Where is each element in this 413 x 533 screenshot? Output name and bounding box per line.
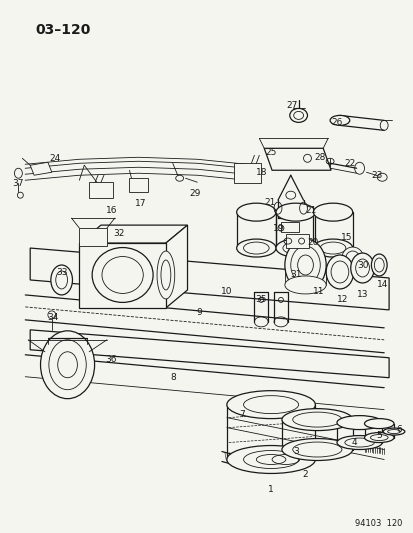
Bar bbox=[89, 182, 112, 198]
Text: 9: 9 bbox=[196, 309, 202, 317]
Text: 20: 20 bbox=[307, 238, 318, 247]
Ellipse shape bbox=[226, 391, 315, 418]
Text: 19: 19 bbox=[273, 224, 284, 232]
Ellipse shape bbox=[336, 435, 381, 449]
Text: 2: 2 bbox=[302, 470, 308, 479]
Text: 23: 23 bbox=[371, 171, 382, 180]
Text: 26: 26 bbox=[330, 118, 342, 127]
Ellipse shape bbox=[236, 203, 275, 221]
Bar bbox=[233, 163, 261, 183]
Ellipse shape bbox=[157, 251, 174, 299]
Text: 31: 31 bbox=[289, 270, 301, 279]
Text: 34: 34 bbox=[47, 313, 58, 322]
Bar bbox=[285, 234, 309, 248]
Ellipse shape bbox=[313, 239, 352, 257]
Text: 32: 32 bbox=[113, 229, 124, 238]
Text: 12: 12 bbox=[336, 295, 348, 304]
Polygon shape bbox=[263, 148, 330, 170]
Ellipse shape bbox=[40, 331, 95, 399]
Text: 29: 29 bbox=[189, 189, 201, 198]
Ellipse shape bbox=[102, 256, 143, 294]
Text: 11: 11 bbox=[312, 287, 323, 296]
Ellipse shape bbox=[336, 416, 381, 430]
Text: 6: 6 bbox=[395, 425, 401, 434]
Text: 10: 10 bbox=[221, 287, 232, 296]
Ellipse shape bbox=[236, 239, 275, 257]
Text: 13: 13 bbox=[356, 290, 368, 300]
Text: 21: 21 bbox=[264, 198, 275, 207]
Bar bbox=[280, 222, 298, 232]
Polygon shape bbox=[79, 225, 187, 243]
Ellipse shape bbox=[341, 247, 363, 269]
Ellipse shape bbox=[49, 340, 86, 390]
Ellipse shape bbox=[14, 168, 22, 178]
Text: 16: 16 bbox=[106, 206, 117, 215]
Ellipse shape bbox=[284, 276, 325, 294]
Ellipse shape bbox=[382, 428, 404, 435]
Ellipse shape bbox=[51, 265, 72, 295]
Polygon shape bbox=[30, 162, 52, 175]
Ellipse shape bbox=[313, 203, 352, 221]
Text: 28: 28 bbox=[314, 153, 325, 162]
Text: 4: 4 bbox=[351, 438, 357, 447]
Bar bbox=[79, 228, 107, 246]
Text: 3: 3 bbox=[292, 447, 298, 456]
Text: 94103  120: 94103 120 bbox=[354, 519, 401, 528]
Ellipse shape bbox=[325, 255, 353, 289]
Ellipse shape bbox=[289, 108, 307, 123]
Ellipse shape bbox=[329, 116, 349, 125]
Bar bbox=[128, 178, 148, 192]
Polygon shape bbox=[30, 248, 388, 310]
Ellipse shape bbox=[350, 253, 373, 283]
Text: 21: 21 bbox=[305, 206, 316, 215]
Text: 14: 14 bbox=[375, 280, 387, 289]
Text: 7: 7 bbox=[238, 410, 244, 419]
Ellipse shape bbox=[281, 439, 352, 461]
Ellipse shape bbox=[281, 409, 352, 431]
Text: 17: 17 bbox=[134, 199, 146, 208]
Text: 37: 37 bbox=[13, 179, 24, 188]
Polygon shape bbox=[166, 225, 187, 308]
Ellipse shape bbox=[284, 239, 325, 291]
Ellipse shape bbox=[363, 418, 393, 429]
Polygon shape bbox=[30, 330, 388, 378]
Text: 33: 33 bbox=[56, 269, 67, 278]
Text: 18: 18 bbox=[255, 168, 266, 177]
Text: 22: 22 bbox=[343, 159, 354, 168]
Text: 03–120: 03–120 bbox=[35, 22, 90, 37]
Ellipse shape bbox=[363, 433, 393, 442]
Bar bbox=[79, 243, 166, 308]
Text: 24: 24 bbox=[49, 154, 60, 163]
Ellipse shape bbox=[92, 247, 153, 302]
Ellipse shape bbox=[275, 239, 315, 257]
Text: 35: 35 bbox=[255, 295, 266, 304]
Text: 36: 36 bbox=[105, 356, 116, 364]
Text: 27: 27 bbox=[285, 101, 297, 110]
Text: 25: 25 bbox=[265, 148, 276, 157]
Ellipse shape bbox=[226, 446, 315, 473]
Text: 8: 8 bbox=[169, 373, 175, 382]
Ellipse shape bbox=[370, 254, 386, 276]
Ellipse shape bbox=[275, 203, 315, 221]
Text: 5: 5 bbox=[375, 431, 381, 440]
Text: 15: 15 bbox=[340, 232, 352, 241]
Text: 1: 1 bbox=[268, 485, 273, 494]
Text: 30: 30 bbox=[356, 261, 368, 270]
